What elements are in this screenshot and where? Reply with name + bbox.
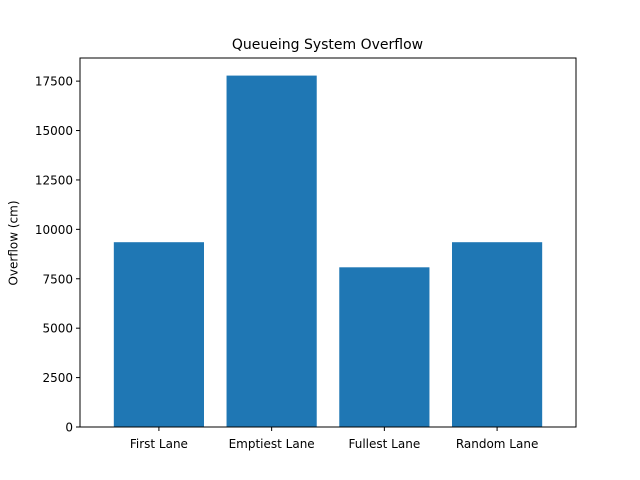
bar-fullest-lane bbox=[339, 267, 430, 427]
y-axis-label: Overflow (cm) bbox=[7, 200, 21, 285]
bar-first-lane bbox=[113, 242, 204, 427]
x-tick-label: Random Lane bbox=[456, 437, 539, 451]
y-axis-ticks: 0 2500 5000 7500 10000 12500 15000 17500 bbox=[35, 75, 80, 435]
x-axis-ticks: First Lane Emptiest Lane Fullest Lane Rando… bbox=[130, 427, 539, 451]
y-tick-label: 5000 bbox=[42, 322, 73, 336]
y-tick-label: 10000 bbox=[35, 223, 73, 237]
x-tick-label: Emptiest Lane bbox=[229, 437, 315, 451]
plot-frame bbox=[79, 57, 577, 428]
bar-emptiest-lane bbox=[226, 75, 317, 428]
y-tick-label: 2500 bbox=[42, 371, 73, 385]
y-tick-label: 12500 bbox=[35, 173, 73, 187]
x-tick-label: First Lane bbox=[130, 437, 188, 451]
x-tick-label: Fullest Lane bbox=[349, 437, 421, 451]
bars-group bbox=[113, 75, 543, 428]
y-tick-label: 7500 bbox=[42, 272, 73, 286]
y-tick-label: 15000 bbox=[35, 124, 73, 138]
bar-random-lane bbox=[452, 242, 543, 427]
y-tick-label: 0 bbox=[65, 421, 73, 435]
y-tick-label: 17500 bbox=[35, 75, 73, 89]
chart-title: Queueing System Overflow bbox=[232, 37, 423, 53]
